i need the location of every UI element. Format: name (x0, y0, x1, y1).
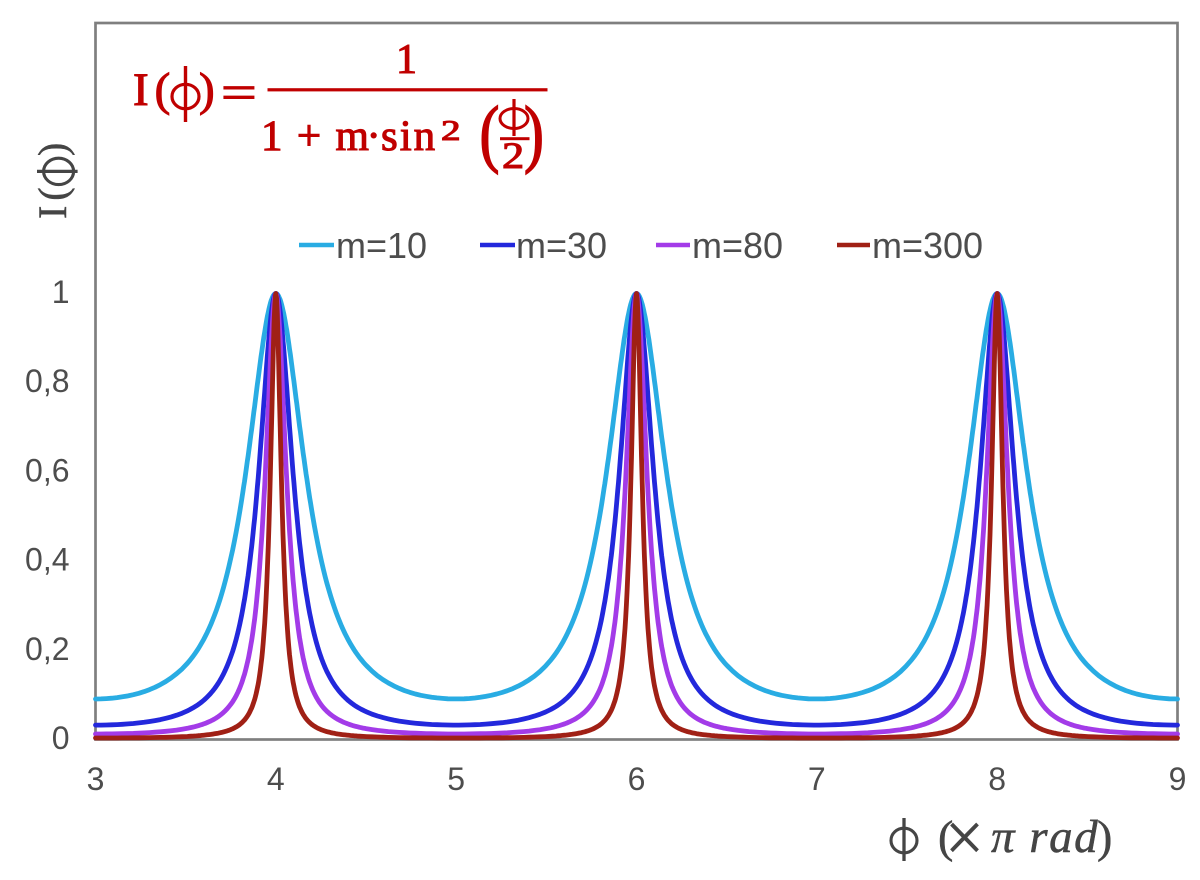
svg-text:×: × (945, 799, 984, 877)
svg-text:m=30: m=30 (516, 225, 607, 266)
svg-text:3: 3 (87, 761, 105, 797)
svg-text:0: 0 (52, 720, 70, 756)
svg-text:1 + m: 1 + m (261, 113, 371, 160)
svg-text:I(: I( (30, 182, 75, 219)
svg-text:π rad: π rad (991, 811, 1099, 863)
svg-text:·: · (367, 113, 381, 160)
svg-text:0,4: 0,4 (25, 542, 69, 578)
svg-text:1: 1 (52, 274, 70, 310)
svg-text:8: 8 (988, 761, 1006, 797)
svg-text:0,8: 0,8 (25, 363, 69, 399)
svg-text:(: ( (480, 90, 500, 174)
svg-text:(: ( (938, 811, 953, 862)
svg-text:7: 7 (808, 761, 826, 797)
svg-text:m=80: m=80 (692, 225, 783, 266)
svg-text:): ) (30, 143, 75, 156)
svg-text:0,6: 0,6 (25, 452, 69, 488)
svg-text:5: 5 (447, 761, 465, 797)
svg-text:4: 4 (267, 761, 285, 797)
svg-text:2: 2 (441, 115, 461, 147)
svg-text:m=300: m=300 (872, 225, 983, 266)
svg-text:m=10: m=10 (336, 225, 427, 266)
svg-text:): ) (524, 90, 544, 174)
svg-text:6: 6 (628, 761, 646, 797)
svg-text:): ) (199, 64, 215, 116)
svg-text:I(: I( (133, 64, 176, 116)
svg-text:sin: sin (381, 113, 437, 160)
svg-text:=: = (221, 67, 257, 119)
svg-text:0,2: 0,2 (25, 631, 69, 667)
svg-text:): ) (1097, 811, 1112, 862)
svg-text:1: 1 (396, 37, 417, 83)
svg-text:2: 2 (502, 135, 524, 176)
svg-text:9: 9 (1169, 761, 1187, 797)
